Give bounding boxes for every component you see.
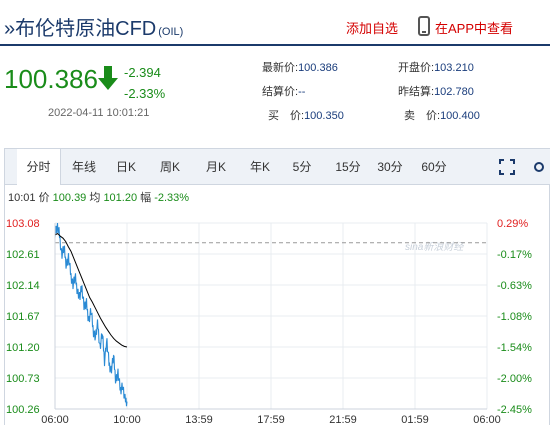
add-favorite-button[interactable]: 添加自选 [346,21,399,36]
pct-tick-label: -1.08% [497,311,532,323]
chart-panel: 分时 年线 日K 周K 月K 年K 5分 15分 30分 60分 10:01 价… [4,148,550,425]
open-price-field: 开盘价:103.210 [398,59,474,75]
info-price-label: 价 [38,192,50,204]
tab-year-line[interactable]: 年线 [71,160,96,174]
average-line [54,232,128,348]
prev-settle-label: 昨结算: [398,86,435,98]
y-tick-label: 103.08 [6,218,40,230]
latest-price-value: 100.386 [298,62,338,74]
prev-settle-field: 昨结算:102.780 [398,83,474,99]
pct-tick-label: -2.45% [497,404,532,416]
x-tick-label: 06:00 [41,414,69,425]
tab-yearly-k[interactable]: 年K [249,160,270,174]
latest-price-label: 最新价: [262,62,299,74]
info-avg-label: 均 [89,192,101,204]
last-price: 100.386 [4,64,98,94]
y-tick-label: 100.26 [6,404,40,416]
pct-tick-label: -2.00% [497,373,532,385]
tab-5min[interactable]: 5分 [292,160,312,174]
info-avg: 101.20 [103,192,138,204]
tab-30min[interactable]: 30分 [377,160,403,174]
period-tabs: 分时 年线 日K 周K 月K 年K 5分 15分 30分 60分 [5,149,550,185]
pct-tick-label: -1.54% [497,342,532,354]
settle-price-label: 结算价: [262,86,299,98]
price-change: -2.394 [124,65,161,80]
price-change-block: -2.394 -2.33% [124,62,165,104]
bid-price-field: 买 价:100.350 [268,107,344,123]
view-in-app-button[interactable]: 在APP中查看 [435,21,514,36]
prev-settle-value: 102.780 [434,86,474,98]
ask-price-value: 100.400 [440,110,480,122]
info-pct-label: 幅 [140,192,152,204]
x-tick-label: 01:59 [401,414,429,425]
y-tick-label: 100.73 [6,373,40,385]
y-tick-label: 102.14 [6,280,40,292]
pct-tick-label: -0.17% [497,249,532,261]
open-price-label: 开盘价: [398,62,435,74]
y-tick-label: 101.20 [6,342,40,354]
phone-icon [418,16,430,36]
quote-timestamp: 2022-04-11 10:01:21 [48,107,150,119]
tab-daily-k[interactable]: 日K [115,160,136,174]
x-tick-label: 21:59 [329,414,357,425]
instrument-code: (OIL) [158,26,184,38]
settle-price-field: 结算价:-- [262,83,305,99]
x-tick-label: 06:00 [473,414,501,425]
y-tick-label: 101.67 [6,311,40,323]
price-line [54,223,128,407]
tab-intraday[interactable]: 分时 [17,149,61,185]
tab-weekly-k[interactable]: 周K [159,160,180,174]
info-time: 10:01 [8,192,36,204]
settings-icon[interactable] [533,161,545,173]
title-bar: »布伦特原油CFD (OIL) 添加自选 在APP中查看 [0,0,550,46]
tab-15min[interactable]: 15分 [335,160,361,174]
arrow-down-icon [98,66,118,90]
y-tick-label: 102.61 [6,249,40,261]
price-change-pct: -2.33% [124,86,166,101]
info-pct: -2.33% [154,192,190,204]
info-price: 100.39 [52,192,87,204]
latest-price-field: 最新价:100.386 [262,59,338,75]
tab-60min[interactable]: 60分 [421,160,447,174]
settle-price-value: -- [298,86,306,98]
ask-price-field: 卖 价:100.400 [404,107,480,123]
ask-price-label: 卖 价: [404,110,441,122]
intraday-chart[interactable]: 103.08 0.29% 102.61 -0.17% 102.14 -0.63% 101.6… [5,211,549,425]
tab-monthly-k[interactable]: 月K [205,160,226,174]
pct-tick-label: -0.63% [497,280,532,292]
sina-watermark: sina新浪财经 [405,242,464,253]
instrument-name: »布伦特原油CFD [4,18,157,40]
x-tick-label: 10:00 [113,414,141,425]
open-price-value: 103.210 [434,62,474,74]
bid-price-value: 100.350 [304,110,344,122]
bid-price-label: 买 价: [268,110,305,122]
fullscreen-icon[interactable] [499,159,515,175]
page-title: »布伦特原油CFD (OIL) [4,12,183,41]
crosshair-info: 10:01 价 100.39 均 101.20 幅 -2.33% [8,189,189,205]
x-tick-label: 17:59 [257,414,285,425]
pct-tick-label: 0.29% [497,218,528,230]
x-tick-label: 13:59 [185,414,213,425]
